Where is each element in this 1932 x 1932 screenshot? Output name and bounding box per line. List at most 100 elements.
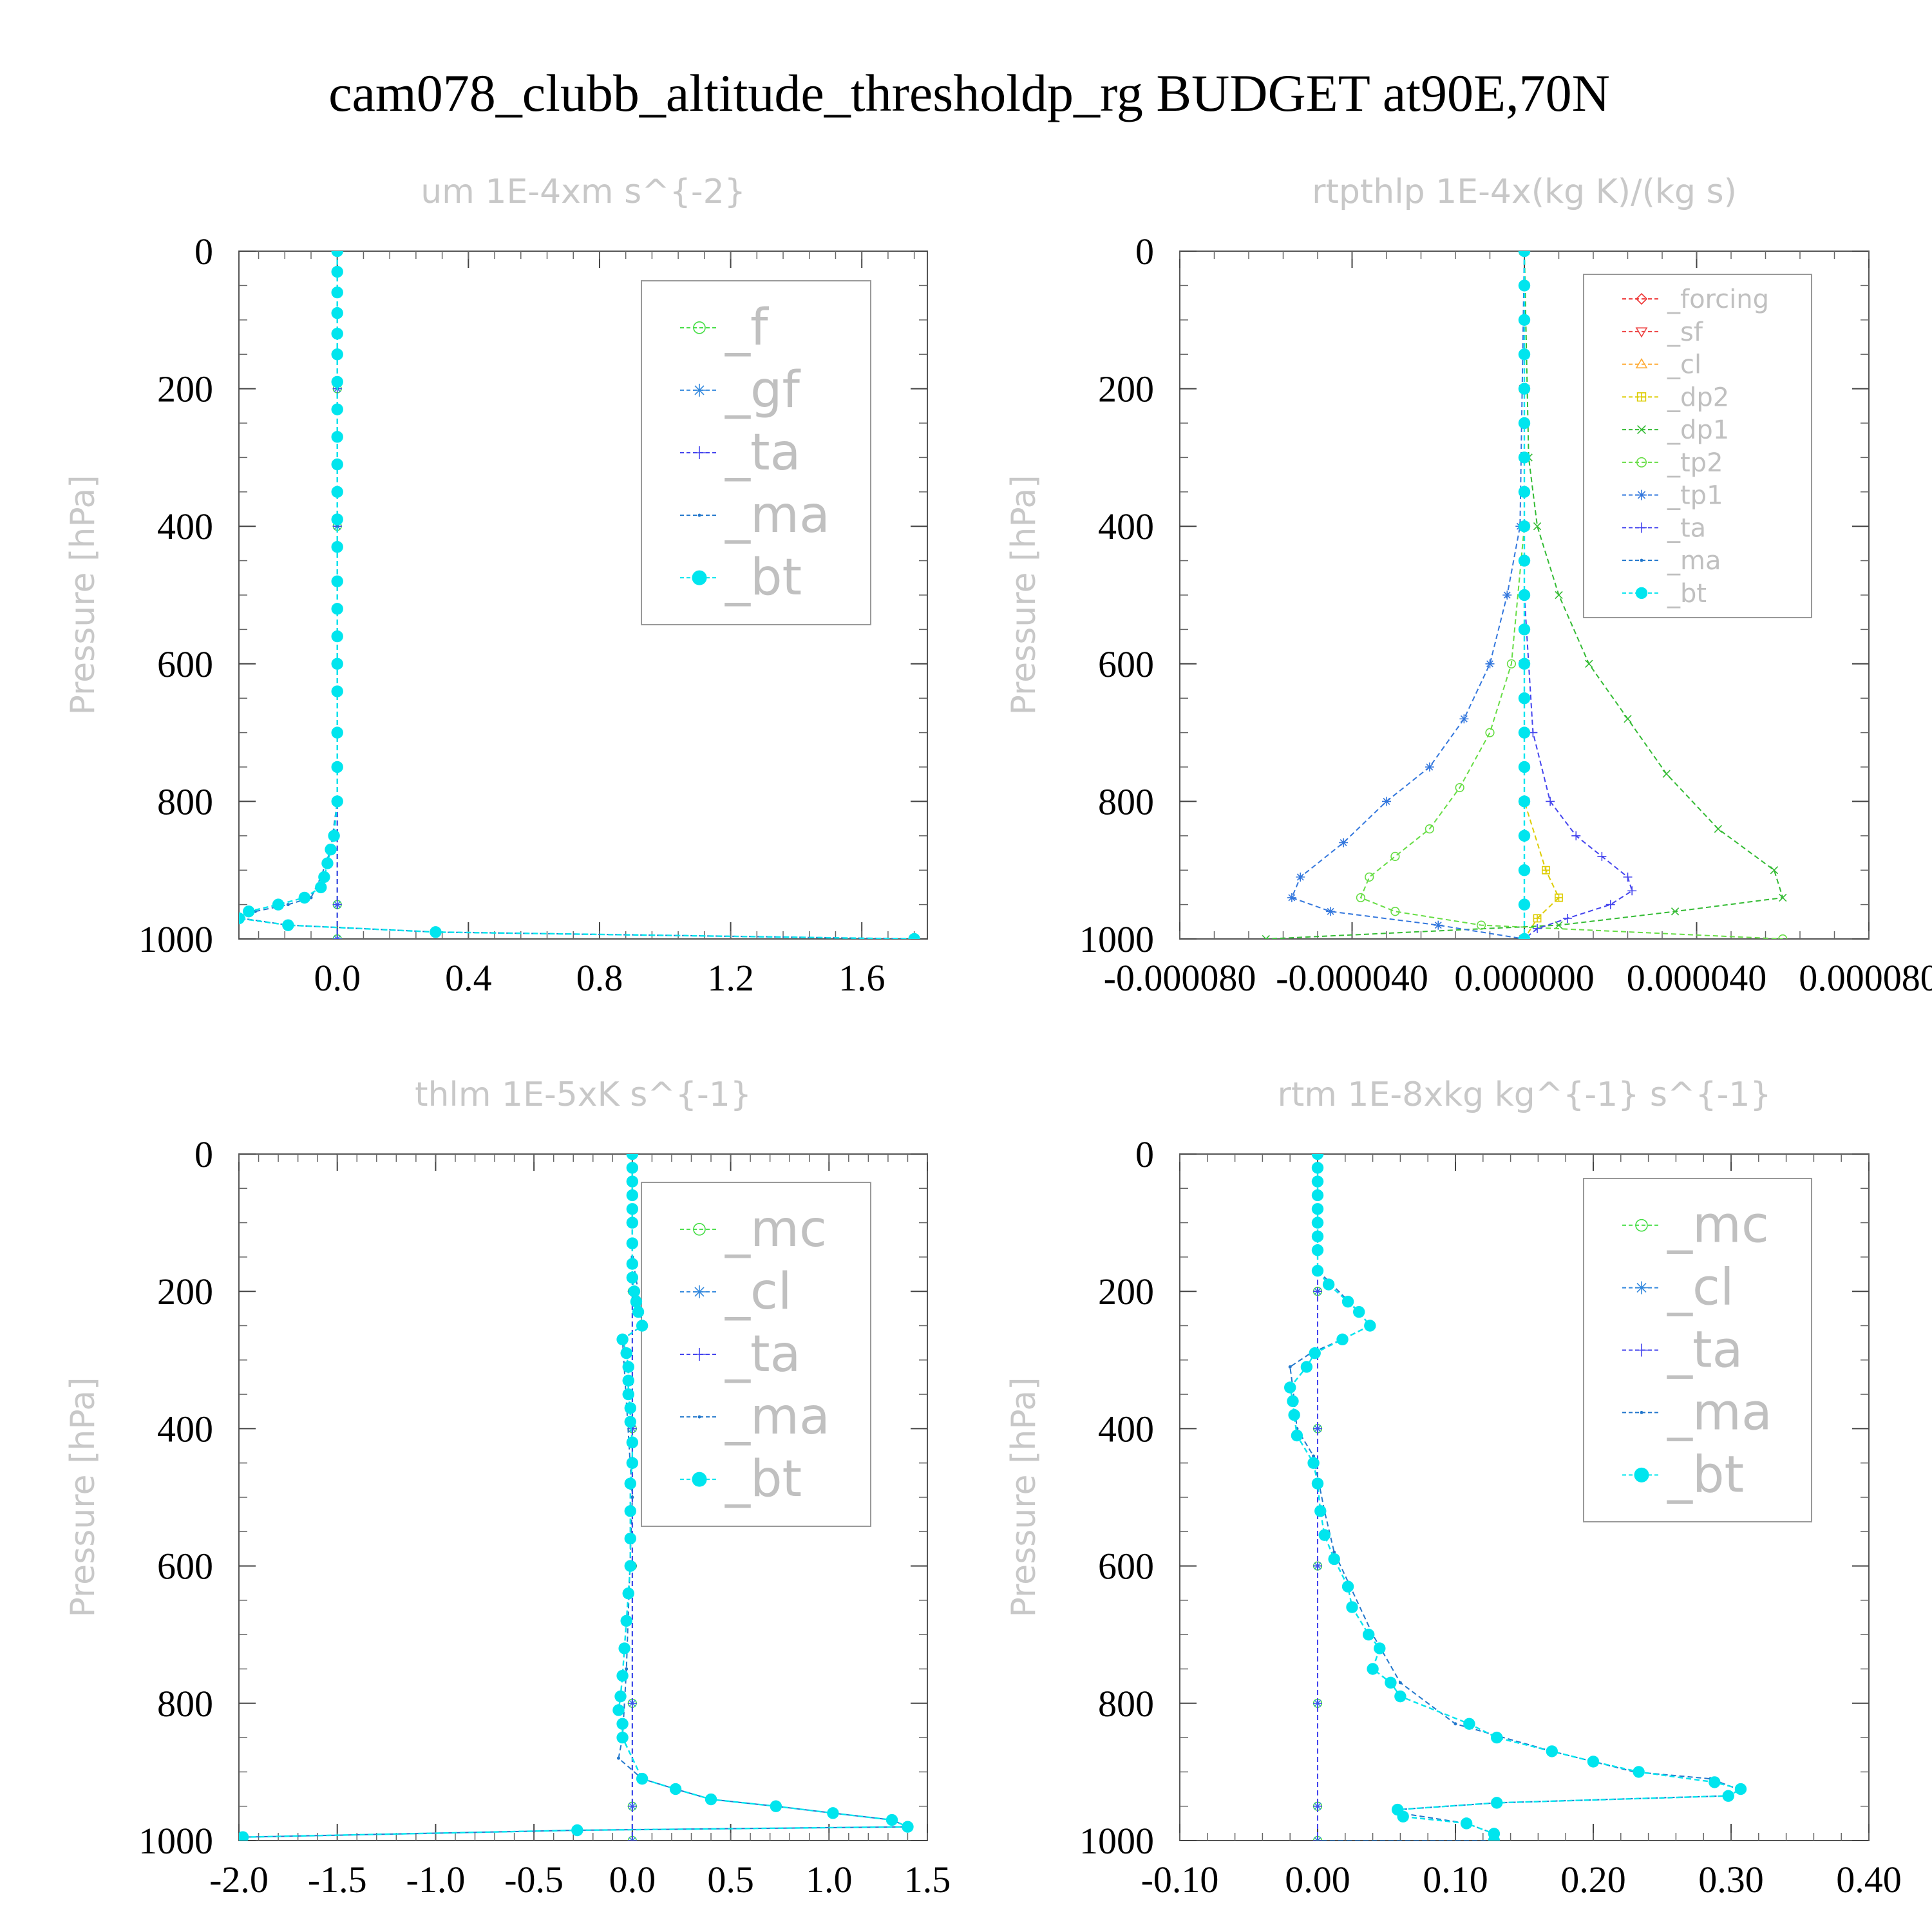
data-point (1425, 762, 1434, 772)
data-point (626, 1457, 639, 1469)
panel-title: thlm 1E-5xK s^{-1} (415, 1075, 752, 1114)
data-point (636, 1320, 649, 1332)
figure-title: cam078_clubb_altitude_thresholdp_rg BUDG… (328, 64, 1610, 122)
legend-marker (697, 1415, 701, 1419)
data-point (1518, 251, 1531, 258)
y-tick-label: 400 (1098, 1408, 1154, 1450)
y-axis-label: Pressure [hPa] (1005, 1378, 1043, 1618)
data-point (1488, 1834, 1501, 1841)
series-tp1 (1287, 251, 1529, 939)
data-point (331, 403, 343, 415)
data-point (1587, 1756, 1600, 1768)
x-tick-label: 0.000000 (1454, 957, 1595, 999)
legend-marker (693, 1223, 706, 1236)
data-point (1311, 1175, 1324, 1188)
data-point (318, 871, 330, 884)
data-point (430, 926, 442, 938)
legend-label: _forcing (1667, 285, 1769, 314)
data-point (1460, 1817, 1473, 1830)
data-point (1518, 589, 1531, 601)
data-point (628, 1285, 641, 1298)
x-tick-label: 0.8 (576, 957, 623, 999)
legend-marker (693, 321, 706, 334)
data-point (618, 1642, 630, 1654)
data-point (1382, 797, 1391, 806)
series-bt (239, 251, 920, 939)
data-point (1518, 417, 1531, 430)
legend-label: _ta (1667, 1321, 1743, 1379)
legend-label: _f (724, 299, 769, 357)
data-point (1312, 1454, 1316, 1458)
legend-label: _dp2 (1667, 383, 1729, 412)
data-point (1455, 782, 1464, 793)
data-point (336, 524, 339, 528)
legend-label: _ma (1667, 1383, 1772, 1441)
legend-label: _ta (724, 1325, 800, 1383)
y-tick-label: 800 (157, 781, 213, 822)
data-point (298, 891, 311, 904)
data-point (1313, 1424, 1322, 1434)
data-point (1336, 1333, 1349, 1346)
data-point (331, 795, 343, 808)
legend-box (1583, 274, 1812, 618)
x-tick-label: -1.5 (308, 1859, 367, 1900)
data-point (1313, 1836, 1322, 1841)
x-tick-label: 0.20 (1560, 1859, 1626, 1900)
data-point (1542, 866, 1550, 875)
data-point (616, 1731, 629, 1744)
legend-label: _mc (1667, 1197, 1769, 1255)
data-point (1362, 1629, 1375, 1641)
data-point (1533, 522, 1542, 531)
series-line (243, 1154, 908, 1838)
data-point (331, 658, 343, 670)
x-tick-label: -0.10 (1141, 1859, 1219, 1900)
data-point (331, 541, 343, 553)
data-point (1353, 1305, 1365, 1318)
data-point (1434, 920, 1443, 930)
data-point (1779, 893, 1787, 902)
data-point (1555, 893, 1563, 902)
series-group (1284, 1154, 1747, 1841)
x-tick-label: 1.5 (904, 1859, 951, 1900)
x-tick-label: 1.0 (806, 1859, 853, 1900)
data-point (626, 1271, 639, 1284)
data-point (331, 603, 343, 615)
data-point (625, 1667, 629, 1671)
panel-title: rtm 1E-8xkg kg^{-1} s^{-1} (1277, 1075, 1771, 1114)
data-point (1390, 851, 1400, 861)
x-tick-label: -0.000080 (1104, 957, 1256, 999)
y-tick-label: 200 (1098, 1271, 1154, 1312)
data-point (627, 1801, 637, 1811)
y-tick-label: 800 (157, 1683, 213, 1725)
data-point (331, 513, 343, 526)
legend-label: _bt (724, 549, 802, 607)
y-tick-label: 400 (157, 506, 213, 547)
y-tick-label: 400 (157, 1408, 213, 1450)
data-point (624, 1505, 637, 1517)
legend: _mc_cl_ta_ma_bt (1583, 1178, 1812, 1522)
data-point (624, 1402, 637, 1414)
legend-marker (1634, 1467, 1649, 1482)
legend-marker (693, 383, 706, 397)
y-tick-label: 1000 (138, 1820, 213, 1862)
data-point (1356, 893, 1365, 903)
data-point (827, 1807, 839, 1819)
data-point (1546, 797, 1555, 806)
data-point (624, 1416, 637, 1428)
x-tick-label: -2.0 (209, 1859, 269, 1900)
data-point (908, 933, 920, 939)
series-group (239, 1154, 914, 1841)
data-point (616, 1718, 629, 1730)
legend-label: _tp2 (1667, 448, 1723, 478)
series-group (1262, 251, 1788, 939)
data-point (1709, 1776, 1721, 1788)
legend-marker (693, 1285, 706, 1298)
data-point (1624, 715, 1632, 723)
x-tick-label: 1.6 (838, 957, 886, 999)
data-point (1502, 591, 1512, 600)
data-point (1722, 1790, 1734, 1802)
legend-box (641, 280, 871, 625)
data-point (1318, 1529, 1331, 1541)
y-tick-label: 600 (1098, 643, 1154, 685)
data-point (1341, 1580, 1354, 1593)
